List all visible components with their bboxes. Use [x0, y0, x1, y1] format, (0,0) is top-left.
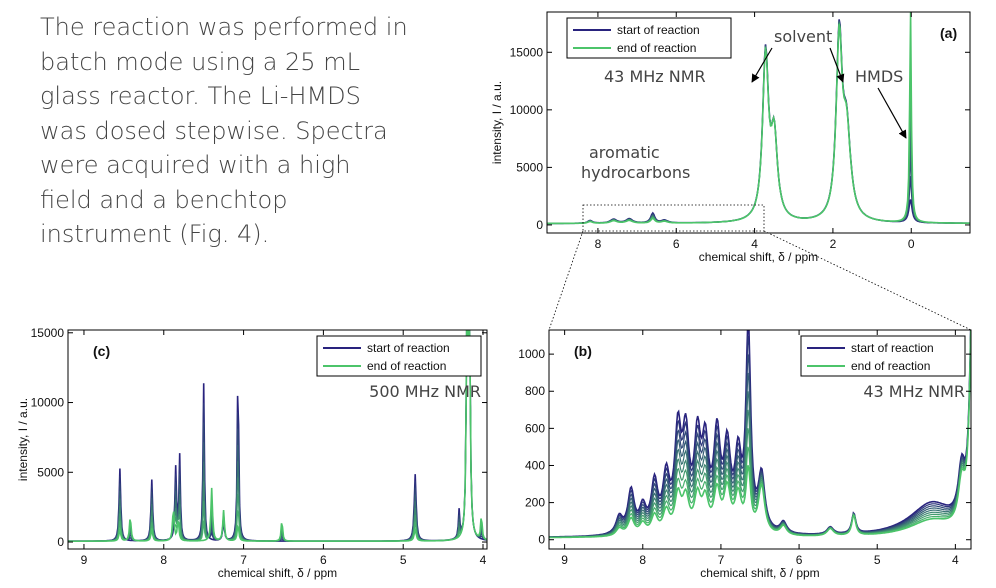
x-tick-label: 0 — [908, 237, 915, 251]
x-tick-label: 6 — [796, 553, 803, 567]
chart-panel-b: 9 8 7 6 5 4 0 200 400 600 800 1000 chemical shift, δ… — [518, 329, 972, 580]
x-tick-label: 8 — [595, 237, 602, 251]
panel-label: (c) — [93, 343, 110, 359]
plot-area-b — [549, 330, 971, 539]
caption-text: The reaction was performed in batch mode … — [40, 10, 500, 252]
arrow-hmds — [877, 87, 907, 139]
caption-line: instrument (Fig. 4). — [40, 220, 270, 248]
x-tick-label: 4 — [952, 553, 959, 567]
legend: start of reaction end of reaction — [800, 335, 966, 377]
caption-line: batch mode using a 25 mL — [40, 47, 360, 76]
y-tick-label: 15000 — [510, 45, 544, 59]
y-tick-label: 0 — [538, 533, 545, 547]
x-tick-label: 5 — [400, 553, 407, 567]
annotation-solvent: solvent — [774, 27, 832, 46]
y-tick-label: 600 — [525, 421, 545, 435]
x-tick-label: 9 — [561, 553, 568, 567]
y-tick-label: 800 — [525, 384, 545, 398]
axes-frame — [548, 329, 972, 550]
series-start-of-reaction — [68, 330, 487, 542]
arrow-solvent-1 — [751, 47, 773, 83]
spectrometer-label: 500 MHz NMR — [369, 382, 481, 401]
chart-panel-c: 9 8 7 6 5 4 0 5000 10000 15000 chemical shift, δ /… — [16, 326, 488, 580]
legend-box — [800, 335, 966, 377]
caption-line: were acquired with a high — [40, 151, 351, 179]
legend-entry: end of reaction — [617, 41, 696, 55]
series-end-of-reaction — [547, 12, 970, 225]
y-tick-label: 1000 — [518, 347, 545, 361]
y-axis-label: intensity, I / a.u. — [16, 398, 30, 481]
x-tick-label: 2 — [830, 237, 837, 251]
caption-line: was dosed stepwise. Spectra — [40, 116, 388, 145]
plot-area-a — [547, 12, 970, 225]
x-axis-label: chemical shift, δ / ppm — [700, 566, 819, 580]
caption-line: The reaction was performed in — [40, 13, 408, 41]
x-tick-label: 9 — [81, 553, 88, 567]
series-intermediate-line — [68, 330, 487, 542]
caption-line: glass reactor. The Li-HMDS — [40, 82, 361, 110]
legend: start of reaction end of reaction — [316, 335, 482, 377]
axes-frame — [67, 329, 488, 550]
panel-label: (a) — [940, 25, 957, 41]
x-tick-label: 6 — [673, 237, 680, 251]
axes-frame — [546, 11, 971, 234]
legend: start of reaction end of reaction — [566, 17, 732, 59]
legend-entry: end of reaction — [851, 359, 930, 373]
annotation-aromatic: aromatic — [589, 143, 660, 162]
y-tick-label: 5000 — [37, 465, 64, 479]
series-intermediate-line — [68, 330, 487, 542]
spectrometer-label: 43 MHz NMR — [604, 67, 706, 86]
plot-area-c — [68, 330, 487, 542]
y-tick-label: 10000 — [31, 396, 65, 410]
zoom-region-box — [582, 204, 765, 232]
series-end-of-reaction — [549, 330, 971, 539]
legend-box — [316, 335, 482, 377]
annotation-hmds: HMDS — [855, 67, 903, 86]
zoom-connector-right — [763, 230, 972, 331]
y-axis-label: intensity, I / a.u. — [490, 81, 504, 164]
x-tick-label: 8 — [639, 553, 646, 567]
legend-entry: start of reaction — [617, 23, 700, 37]
x-tick-label: 8 — [160, 553, 167, 567]
x-tick-label: 4 — [480, 553, 487, 567]
y-tick-label: 15000 — [31, 326, 65, 340]
y-tick-label: 400 — [525, 458, 545, 472]
caption-line: field and a benchtop — [40, 185, 288, 214]
series-intermediate-line — [68, 330, 487, 542]
x-tick-label: 5 — [874, 553, 881, 567]
series-end-of-reaction — [68, 330, 487, 542]
annotation-hydrocarbons: hydrocarbons — [581, 163, 690, 182]
legend-entry: start of reaction — [367, 341, 450, 355]
zoom-connector-left — [548, 230, 584, 331]
arrow-solvent-2 — [829, 47, 845, 83]
legend-entry: end of reaction — [367, 359, 446, 373]
x-tick-label: 7 — [240, 553, 247, 567]
panel-label: (b) — [574, 343, 592, 359]
spectrometer-label: 43 MHz NMR — [863, 382, 965, 401]
x-tick-label: 4 — [751, 237, 758, 251]
y-tick-label: 0 — [536, 218, 543, 232]
x-axis-label: chemical shift, δ / ppm — [218, 566, 337, 580]
series-intermediate-line — [68, 330, 487, 542]
x-tick-label: 7 — [718, 553, 725, 567]
x-tick-label: 6 — [320, 553, 327, 567]
legend-entry: start of reaction — [851, 341, 934, 355]
series-intermediate-line — [68, 330, 487, 542]
y-tick-label: 200 — [525, 496, 545, 510]
legend-box — [566, 17, 732, 59]
y-tick-label: 0 — [57, 535, 64, 549]
series-intermediate-line — [68, 330, 487, 542]
series-intermediate-line — [68, 330, 487, 542]
chart-panel-a: 8 6 4 2 0 0 5000 10000 15000 chemical shift, δ / … — [490, 11, 971, 264]
y-tick-label: 10000 — [510, 103, 544, 117]
y-tick-label: 5000 — [516, 160, 543, 174]
x-axis-label: chemical shift, δ / ppm — [699, 250, 818, 264]
